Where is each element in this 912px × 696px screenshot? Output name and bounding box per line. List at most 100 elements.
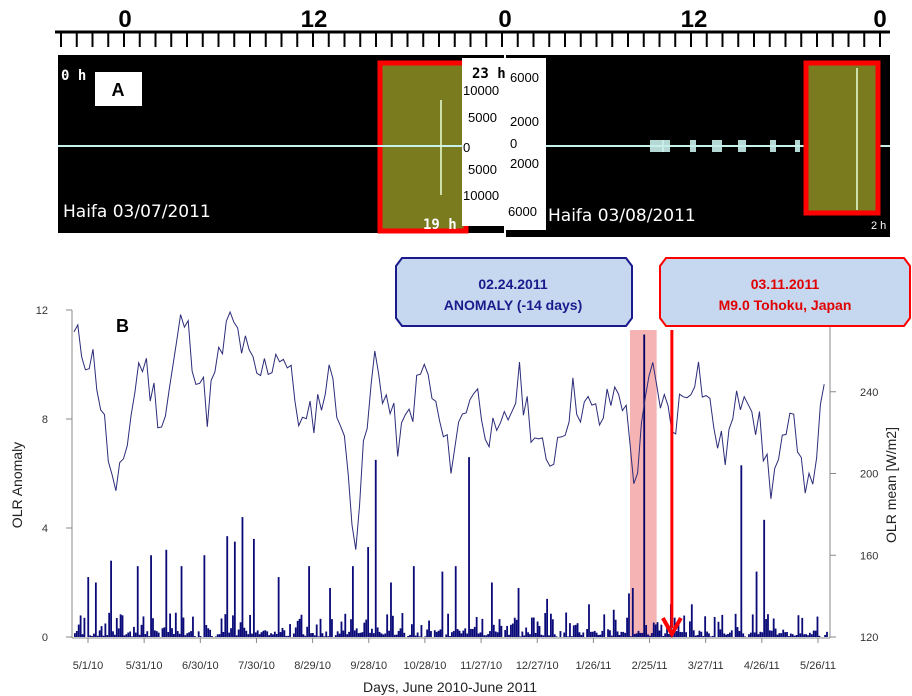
- anomaly-bar: [582, 632, 585, 637]
- anomaly-bar: [649, 635, 651, 637]
- anomaly-bar: [401, 613, 404, 637]
- anomaly-bar: [119, 614, 122, 637]
- left-tick-label: 12: [36, 305, 48, 317]
- x-tick-label: 2/25/11: [632, 660, 668, 672]
- anomaly-bar: [519, 636, 522, 637]
- anomaly-bar: [331, 619, 333, 637]
- anomaly-bar: [540, 634, 543, 637]
- anomaly-bar: [805, 634, 807, 637]
- right-tick-label: 200: [860, 469, 878, 481]
- anomaly-bar: [728, 632, 731, 637]
- anomaly-bar: [668, 633, 670, 637]
- anomaly-bar: [765, 619, 767, 637]
- anomaly-bar: [532, 617, 535, 637]
- anomaly-bar: [393, 634, 396, 637]
- anomaly-bar: [353, 630, 356, 637]
- anomaly-callout-date: 02.24.2011: [478, 276, 548, 292]
- right-scale-3: 2000: [510, 156, 539, 171]
- anomaly-bar: [184, 635, 187, 637]
- anomaly-bar: [125, 634, 128, 637]
- anomaly-bar: [481, 618, 484, 637]
- anomaly-bar: [500, 625, 503, 637]
- anomaly-bar: [342, 630, 345, 637]
- anomaly-bar: [591, 631, 594, 637]
- right-axis-ticks: 120 160 200 240: [830, 387, 878, 644]
- anomaly-bar: [449, 636, 451, 637]
- anomaly-bar: [723, 633, 726, 637]
- anomaly-bar: [104, 623, 107, 637]
- anomaly-bar: [129, 631, 132, 637]
- anomaly-bar: [494, 631, 497, 637]
- anomaly-bar: [193, 636, 196, 637]
- anomaly-bar: [224, 614, 227, 637]
- anomaly-bar: [167, 631, 170, 637]
- anomaly-bar: [117, 628, 120, 637]
- anomaly-bar: [675, 631, 678, 637]
- anomaly-bar: [279, 632, 282, 637]
- earthquake-callout: 03.11.2011 M9.0 Tohoku, Japan: [659, 257, 911, 327]
- anomaly-bar: [818, 635, 821, 637]
- anomaly-bar: [462, 630, 465, 637]
- x-tick-label: 4/26/11: [744, 660, 780, 672]
- anomaly-bar: [426, 629, 429, 637]
- anomaly-bar: [780, 633, 783, 637]
- anomaly-bar: [530, 617, 533, 637]
- anomaly-bar: [471, 628, 474, 637]
- panel-b-chart: 0 4 8 12 120 160 200 240 5/1/10 5/31/10 6/30/10 7…: [9, 257, 911, 695]
- anomaly-bar: [477, 633, 480, 637]
- anomaly-bar: [256, 630, 259, 637]
- anomaly-bar: [96, 635, 99, 637]
- anomaly-bar: [492, 624, 495, 637]
- anomaly-bar: [490, 582, 493, 637]
- anomaly-bar: [233, 541, 236, 637]
- anomaly-bar: [102, 635, 105, 637]
- anomaly-bar: [782, 629, 785, 637]
- anomaly-bar: [75, 631, 78, 637]
- anomaly-bar: [308, 566, 311, 637]
- left-tick-label: 8: [42, 414, 48, 426]
- ruler-label-1: 12: [301, 6, 328, 33]
- anomaly-bar: [641, 632, 644, 637]
- earthquake-callout-date: 03.11.2011: [751, 276, 820, 292]
- anomaly-bar: [812, 630, 815, 637]
- trace-burst: [650, 140, 664, 152]
- anomaly-bar: [157, 632, 160, 637]
- anomaly-bar: [807, 635, 809, 637]
- anomaly-bar: [730, 630, 733, 637]
- anomaly-bar: [770, 630, 773, 637]
- anomaly-bar: [424, 636, 427, 637]
- anomaly-bar: [113, 634, 116, 637]
- anomaly-bar: [378, 631, 381, 637]
- anomaly-bar: [285, 635, 288, 637]
- anomaly-bar: [262, 630, 265, 637]
- anomaly-bar: [399, 628, 402, 637]
- anomaly-bar: [588, 604, 590, 637]
- x-tick-label: 7/30/10: [238, 660, 275, 672]
- anomaly-bar: [601, 630, 604, 637]
- anomaly-bar: [361, 632, 364, 637]
- anomaly-bar: [94, 582, 97, 637]
- trace-right-bursts: [650, 140, 800, 152]
- ruler-label-3: 12: [681, 6, 708, 33]
- anomaly-bar: [275, 633, 278, 637]
- anomaly-bar: [548, 635, 550, 637]
- anomaly-bar: [711, 635, 714, 637]
- anomaly-bar: [607, 629, 609, 637]
- left-scale-2: 0: [463, 140, 470, 155]
- anomaly-bar: [245, 630, 248, 637]
- anomaly-bar: [551, 619, 554, 637]
- anomaly-bar: [218, 634, 221, 637]
- anomaly-bar: [458, 630, 461, 637]
- trace-burst: [712, 140, 722, 152]
- anomaly-bar: [136, 566, 139, 637]
- anomaly-bar: [451, 632, 453, 637]
- right-tick-label: 240: [860, 387, 878, 399]
- anomaly-bar: [527, 632, 529, 637]
- anomaly-bar: [510, 624, 512, 637]
- anomaly-bar: [546, 598, 549, 637]
- anomaly-bar: [738, 631, 741, 637]
- anomaly-bar: [475, 616, 478, 637]
- anomaly-bar: [306, 626, 309, 637]
- anomaly-bar: [700, 631, 703, 637]
- anomaly-bar: [654, 624, 657, 637]
